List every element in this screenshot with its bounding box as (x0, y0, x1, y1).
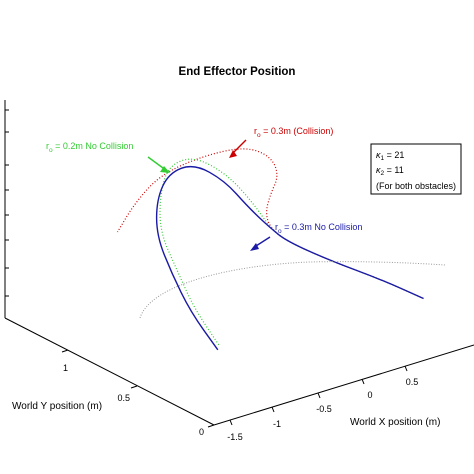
arrow-blue (250, 236, 271, 251)
legend-line-kappa2: κ2 = 11 (376, 165, 404, 177)
axes-box (4, 100, 474, 426)
x-axis-line (213, 344, 474, 426)
x-tick-mark (317, 392, 321, 399)
y-tick-mark (130, 385, 138, 389)
y-tick-label: 0.5 (117, 393, 130, 403)
annotation-red: ro = 0.3m (Collision) (254, 126, 333, 139)
x-tick-label: -1.5 (227, 432, 243, 442)
x-axis-ticks (229, 365, 408, 426)
arrow-green (147, 156, 170, 173)
y-axis-ticks (61, 349, 215, 428)
series-layer (116, 148, 424, 351)
x-tick-mark (271, 406, 275, 413)
y-tick-mark (61, 349, 69, 353)
legend-box (370, 143, 462, 195)
series-line-2 (155, 165, 424, 351)
x-tick-mark (229, 419, 233, 426)
y-axis-line (4, 317, 215, 426)
legend-line-note: (For both obstacles) (376, 181, 456, 191)
y-tick-label: 0 (199, 427, 204, 437)
x-tick-label: 0 (367, 390, 372, 400)
y-axis-label: World Y position (m) (12, 401, 102, 412)
x-axis-label: World X position (m) (350, 417, 440, 428)
chart-title: End Effector Position (179, 66, 296, 78)
x-tick-mark (361, 378, 365, 385)
x-tick-label: -1 (273, 419, 281, 429)
arrow-red (229, 139, 247, 158)
floor-projection-curve (139, 261, 446, 319)
y-tick-label: 1 (63, 363, 68, 373)
x-tick-label: 0.5 (406, 377, 419, 387)
annotation-blue: ro = 0.3m No Collision (275, 222, 362, 235)
annotation-green: ro = 0.2m No Collision (46, 141, 133, 154)
z-axis-ticks (5, 109, 9, 297)
y-tick-mark (207, 424, 215, 428)
x-tick-mark (404, 365, 408, 372)
parameter-legend: κ1 = 21 κ2 = 11 (For both obstacles) (370, 143, 462, 195)
legend-line-kappa1: κ1 = 21 (376, 150, 404, 162)
x-tick-label: -0.5 (316, 404, 332, 414)
